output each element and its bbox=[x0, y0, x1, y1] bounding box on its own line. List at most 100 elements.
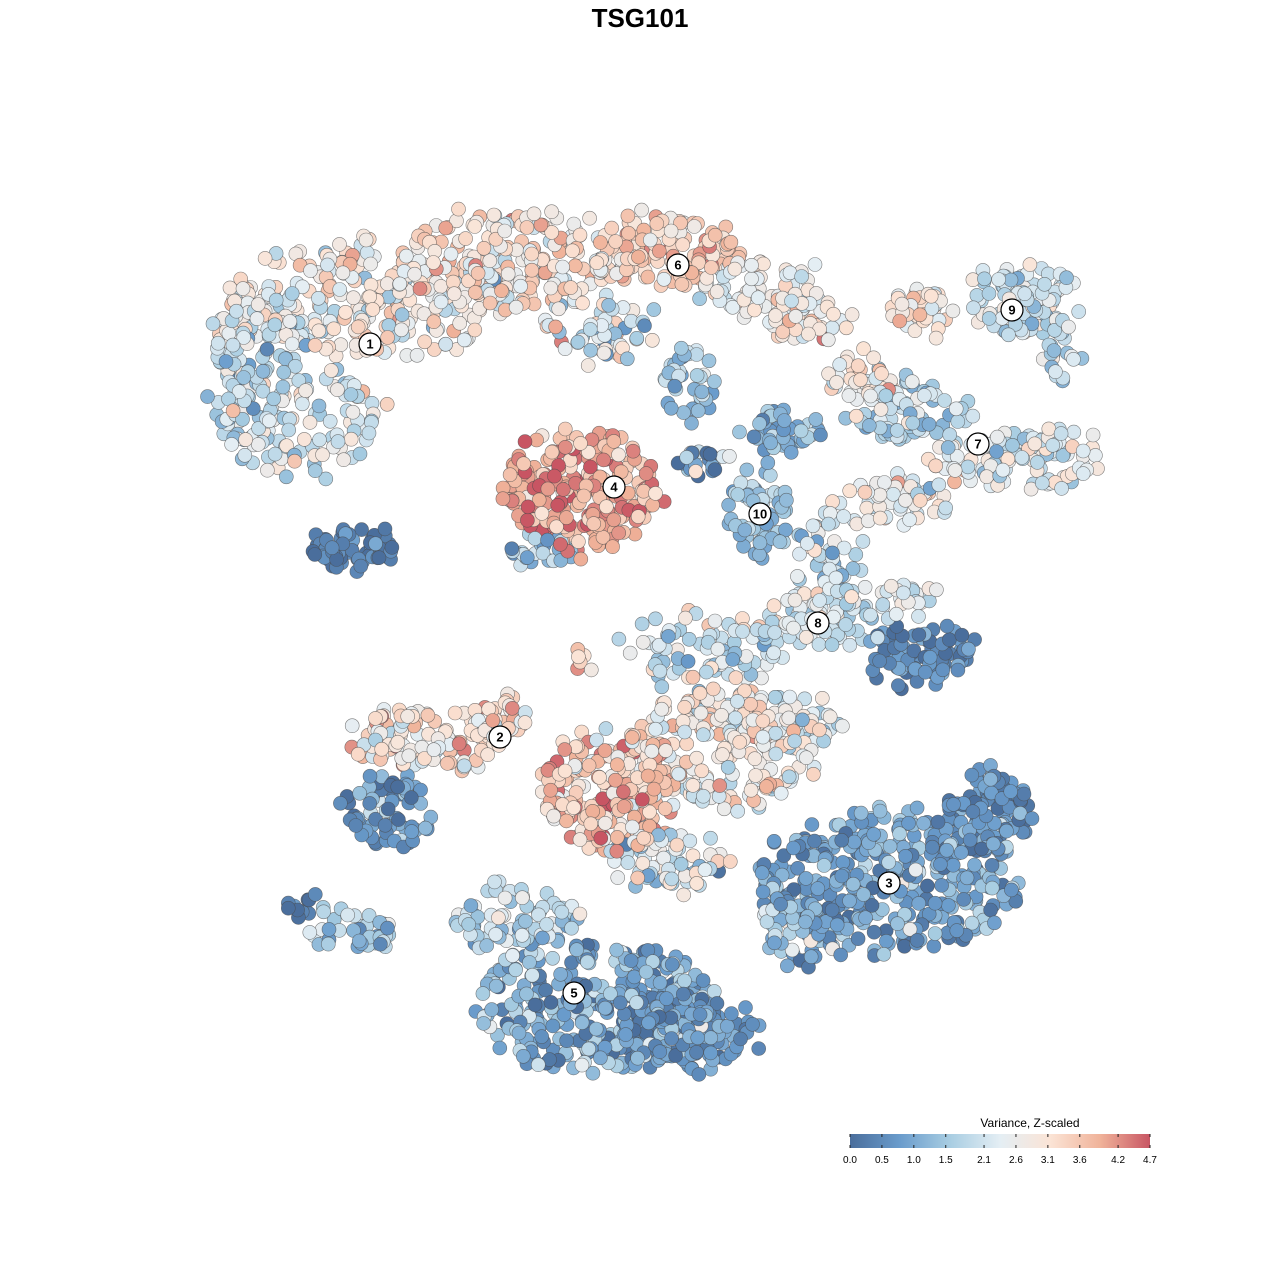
cell-point bbox=[942, 632, 957, 648]
colorbar-ticks: 0.0 0.5 1.0 1.5 2.1 2.6 3.1 3.6 4.2 4.7 bbox=[843, 1134, 1157, 1166]
cell-point bbox=[983, 771, 998, 787]
cell-point bbox=[689, 876, 705, 891]
cell-point bbox=[715, 747, 730, 762]
cell-point bbox=[1048, 364, 1063, 380]
cell-point bbox=[575, 295, 590, 311]
cell-point bbox=[302, 415, 318, 430]
cluster-label-badge bbox=[806, 611, 830, 635]
cell-point bbox=[598, 721, 614, 736]
cell-point bbox=[926, 938, 942, 954]
cell-point bbox=[872, 653, 887, 669]
cell-point bbox=[651, 637, 667, 653]
cell-point bbox=[519, 220, 535, 235]
cell-point bbox=[580, 358, 596, 373]
cell-point bbox=[518, 913, 533, 929]
cell-point bbox=[690, 1030, 706, 1046]
cell-point bbox=[964, 767, 980, 783]
cell-point bbox=[531, 907, 546, 923]
cell-point bbox=[519, 986, 534, 1002]
cell-point bbox=[554, 904, 570, 920]
cell-point bbox=[945, 857, 961, 873]
cell-point bbox=[652, 1044, 668, 1059]
cell-point bbox=[909, 800, 925, 816]
cell-point bbox=[1024, 811, 1040, 826]
cell-point bbox=[597, 1000, 613, 1016]
cell-point bbox=[747, 302, 762, 318]
cell-point bbox=[640, 768, 656, 784]
colorbar-tick-label: 4.2 bbox=[1111, 1155, 1125, 1166]
cell-point bbox=[533, 217, 549, 233]
cell-point bbox=[911, 627, 927, 643]
cell-point bbox=[836, 509, 851, 524]
cell-point bbox=[229, 303, 244, 319]
cell-point bbox=[845, 876, 861, 892]
cell-point bbox=[703, 1030, 719, 1045]
cell-point bbox=[1001, 327, 1016, 343]
cell-point bbox=[692, 685, 708, 701]
cell-point bbox=[620, 208, 636, 224]
cell-point bbox=[604, 220, 620, 236]
cell-point bbox=[525, 967, 540, 983]
cell-point bbox=[673, 215, 688, 231]
cell-point bbox=[287, 358, 303, 374]
cell-point bbox=[394, 322, 409, 338]
cell-point bbox=[630, 509, 646, 524]
cell-point bbox=[709, 996, 725, 1011]
cell-point bbox=[379, 276, 395, 292]
cell-point bbox=[517, 715, 533, 730]
cell-point bbox=[965, 408, 981, 424]
cell-point bbox=[933, 857, 948, 872]
cell-point bbox=[557, 421, 573, 437]
cell-point bbox=[953, 845, 969, 860]
cell-point bbox=[688, 464, 704, 479]
cell-point bbox=[821, 516, 836, 532]
cell-point bbox=[681, 631, 697, 647]
cell-point bbox=[611, 631, 627, 647]
cell-point bbox=[706, 984, 722, 999]
cell-point bbox=[545, 950, 560, 966]
cell-point bbox=[609, 757, 625, 773]
cell-point bbox=[581, 840, 597, 856]
cell-point bbox=[866, 350, 881, 366]
cell-point bbox=[679, 736, 695, 752]
cell-point bbox=[863, 607, 878, 623]
cell-point bbox=[534, 1029, 550, 1044]
cell-point bbox=[983, 902, 998, 918]
cell-point bbox=[671, 766, 687, 782]
cell-point bbox=[555, 482, 571, 497]
cell-point bbox=[781, 769, 797, 785]
cell-point bbox=[508, 299, 524, 315]
cell-point bbox=[941, 898, 956, 913]
cell-point bbox=[773, 896, 789, 912]
cell-point bbox=[676, 405, 691, 420]
cell-point bbox=[557, 742, 573, 757]
cell-point bbox=[524, 246, 540, 262]
cell-point bbox=[608, 234, 623, 249]
cell-point bbox=[491, 910, 506, 926]
cell-point bbox=[846, 834, 862, 850]
cell-point bbox=[922, 649, 938, 665]
cell-point bbox=[820, 332, 836, 348]
cell-point bbox=[876, 946, 892, 962]
cell-point bbox=[343, 431, 359, 447]
cell-point bbox=[504, 700, 520, 716]
cell-point bbox=[860, 513, 876, 529]
cell-point bbox=[750, 290, 766, 306]
cell-point bbox=[287, 453, 302, 469]
cell-point bbox=[816, 858, 832, 873]
cell-point bbox=[805, 518, 821, 534]
cell-point bbox=[776, 848, 792, 863]
cell-point bbox=[701, 353, 717, 369]
cell-point bbox=[377, 521, 393, 537]
cell-point bbox=[814, 690, 830, 706]
cell-point bbox=[954, 627, 970, 643]
cell-point bbox=[707, 374, 722, 389]
cell-point bbox=[362, 289, 378, 305]
cell-point bbox=[689, 368, 705, 383]
cell-point bbox=[476, 241, 492, 256]
cell-point bbox=[679, 450, 695, 465]
cell-point bbox=[480, 747, 496, 763]
cell-point bbox=[794, 269, 809, 284]
cell-point bbox=[571, 534, 586, 549]
cell-point bbox=[583, 342, 599, 358]
